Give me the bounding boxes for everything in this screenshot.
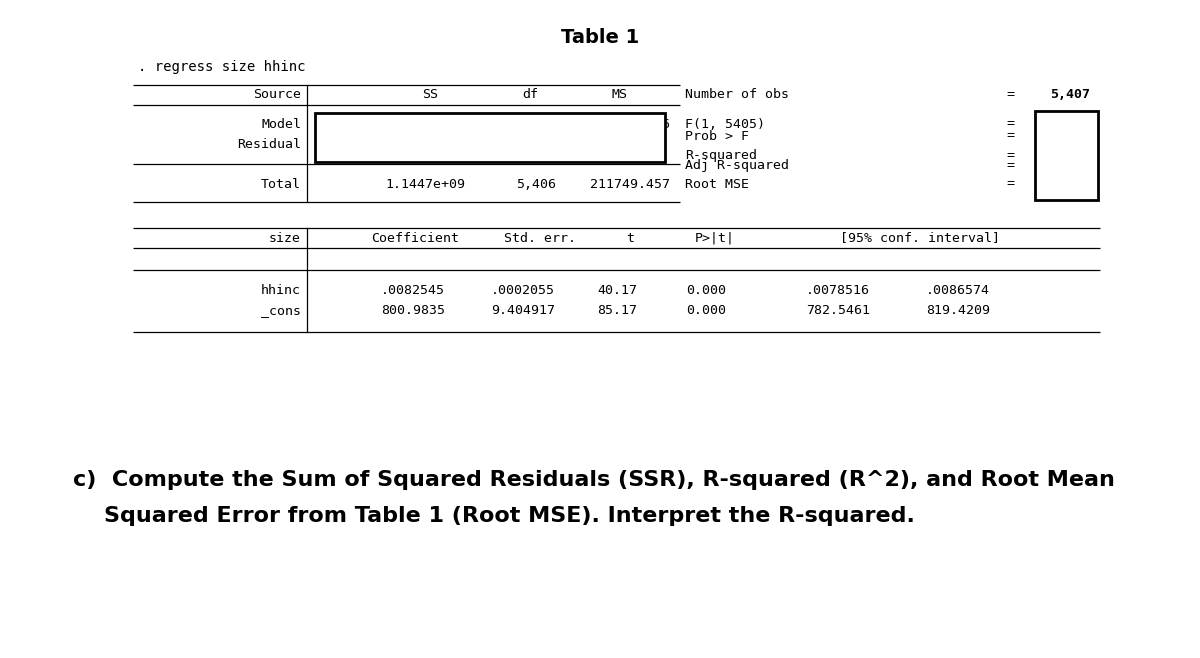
Text: _cons: _cons: [262, 305, 301, 318]
Text: R-squared: R-squared: [685, 149, 757, 163]
Text: 1.1447e+09: 1.1447e+09: [385, 178, 466, 191]
Text: 263141566: 263141566: [394, 118, 466, 130]
Text: =: =: [1006, 149, 1014, 163]
Text: t: t: [626, 232, 634, 245]
Text: Std. err.: Std. err.: [504, 232, 576, 245]
Text: =: =: [1006, 130, 1014, 143]
Text: 782.5461: 782.5461: [806, 305, 870, 318]
Text: c)  Compute the Sum of Squared Residuals (SSR), R-squared (R^2), and Root Mean: c) Compute the Sum of Squared Residuals …: [73, 470, 1115, 490]
Text: 9.404917: 9.404917: [491, 305, 554, 318]
Text: 263141566: 263141566: [598, 118, 670, 130]
Text: Table 1: Table 1: [560, 28, 640, 47]
Text: =: =: [1006, 118, 1014, 130]
Text: Coefficient: Coefficient: [371, 232, 458, 245]
Text: .0002055: .0002055: [491, 284, 554, 297]
Text: [95% conf. interval]: [95% conf. interval]: [840, 232, 1000, 245]
Text: Squared Error from Table 1 (Root MSE). Interpret the R-squared.: Squared Error from Table 1 (Root MSE). I…: [73, 506, 914, 526]
Text: .0086574: .0086574: [926, 284, 990, 297]
Text: 5,407: 5,407: [1050, 88, 1090, 101]
Text: .0082545: .0082545: [382, 284, 445, 297]
Text: =: =: [1006, 88, 1014, 101]
Text: =: =: [1006, 159, 1014, 172]
Text: Model: Model: [262, 118, 301, 130]
Text: Prob > F: Prob > F: [685, 130, 749, 143]
Text: size: size: [269, 232, 301, 245]
Text: =: =: [1006, 178, 1014, 191]
Text: Root MSE: Root MSE: [685, 178, 749, 191]
Text: Residual: Residual: [238, 138, 301, 151]
Text: Number of obs: Number of obs: [685, 88, 790, 101]
FancyBboxPatch shape: [314, 113, 665, 162]
Text: . regress size hhinc: . regress size hhinc: [138, 60, 306, 74]
Text: SS: SS: [422, 88, 438, 101]
Text: Adj R-squared: Adj R-squared: [685, 159, 790, 172]
Text: 5,406: 5,406: [516, 178, 556, 191]
Text: P>|t|: P>|t|: [695, 232, 734, 245]
Text: Total: Total: [262, 178, 301, 191]
Text: 40.17: 40.17: [598, 284, 637, 297]
Text: 1: 1: [532, 118, 540, 130]
Text: 0.000: 0.000: [686, 284, 726, 297]
Text: Source: Source: [253, 88, 301, 101]
Text: 0.0000: 0.0000: [1042, 130, 1090, 143]
Text: 85.17: 85.17: [598, 305, 637, 318]
Text: 1613.34: 1613.34: [1034, 118, 1090, 130]
Text: df: df: [522, 88, 538, 101]
Text: 211749.457: 211749.457: [590, 178, 670, 191]
Text: 819.4209: 819.4209: [926, 305, 990, 318]
Text: hhinc: hhinc: [262, 284, 301, 297]
Text: 800.9835: 800.9835: [382, 305, 445, 318]
FancyBboxPatch shape: [1034, 111, 1098, 200]
Text: F(1, 5405): F(1, 5405): [685, 118, 766, 130]
Text: 0.000: 0.000: [686, 305, 726, 318]
Text: MS: MS: [612, 88, 628, 101]
Text: .0078516: .0078516: [806, 284, 870, 297]
